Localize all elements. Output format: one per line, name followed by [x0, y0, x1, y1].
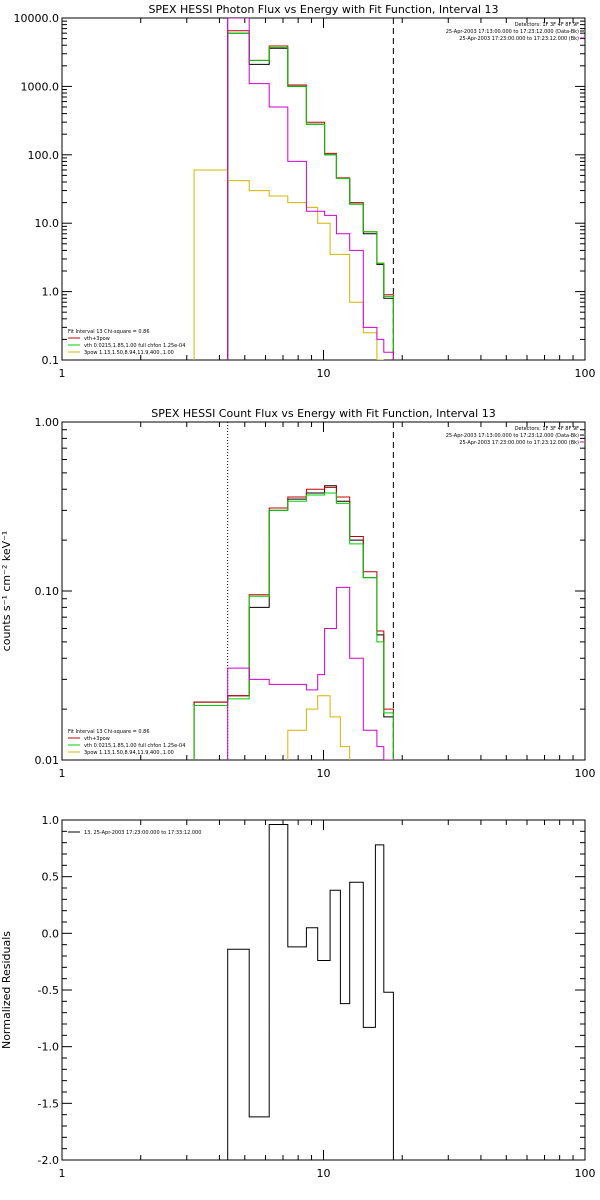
info-line: 25-Apr-2003 17:13:00.000 to 17:23:12.000…	[446, 29, 579, 35]
x-tick-label: 1	[59, 1167, 66, 1180]
y-tick-label: 0.5	[42, 871, 60, 884]
x-tick-label: 10	[317, 767, 331, 780]
y-tick-label: 1000.0	[21, 80, 60, 93]
x-tick-label: 10	[317, 367, 331, 380]
legend-entry: Fit Interval 13 Chi-square = 0.86	[68, 729, 150, 735]
y-tick-label: -0.5	[38, 984, 59, 997]
legend-entry: 3pow 1.13,1.50,8.94,11.9,400.,1.00	[84, 750, 174, 756]
series-line	[227, 586, 394, 760]
y-tick-label: 100.0	[28, 149, 60, 162]
series-line	[193, 169, 384, 360]
legend-entry: vth 0.0215,1.85,1.00 full chfon 1.25e-04	[84, 343, 185, 349]
y-tick-label: 0.0	[42, 927, 60, 940]
y-tick-label: 0.10	[35, 585, 60, 598]
x-tick-label: 10	[317, 1167, 331, 1180]
series-group	[193, 18, 394, 360]
series-line	[227, 30, 394, 360]
series-line	[227, 32, 394, 360]
y-tick-label: 0.01	[35, 754, 60, 767]
y-tick-label: 0.1	[42, 354, 60, 367]
series-line	[193, 492, 394, 760]
count-flux-panel: SPEX HESSI Count Flux vs Energy with Fit…	[0, 407, 596, 780]
axes-frame	[61, 819, 586, 1161]
chart-title: SPEX HESSI Photon Flux vs Energy with Fi…	[148, 3, 498, 16]
legend-entry: vth 0.0215,1.85,1.00 full chfon 1.25e-04	[84, 743, 185, 749]
y-tick-label: 10.0	[35, 217, 60, 230]
series-group	[193, 485, 394, 760]
chart-title: SPEX HESSI Count Flux vs Energy with Fit…	[151, 407, 495, 420]
x-tick-label: 1	[59, 367, 66, 380]
info-line: 25-Apr-2003 17:23:00.000 to 17:23:12.000…	[459, 440, 579, 446]
axes-frame	[61, 17, 586, 361]
legend-entry: 13, 25-Apr-2003 17:23:00.000 to 17:33:12…	[84, 830, 201, 836]
y-tick-label: -1.0	[38, 1041, 59, 1054]
info-line: Detectors: 1F 3F 4F 8F 9F	[515, 22, 579, 28]
y-axis-label: Normalized Residuals	[0, 931, 13, 1049]
y-tick-label: 10000.0	[14, 12, 60, 25]
x-tick-label: 100	[575, 1167, 596, 1180]
series-line	[227, 824, 394, 1160]
info-line: Detectors: 1F 3F 4F 8F 9F	[515, 426, 579, 432]
legend-entry: Fit Interval 13 Chi-square = 0.86	[68, 329, 150, 335]
residuals-panel: Normalized Residuals 1 10 100 -2.0 -1.5 -1.0 -0…	[0, 814, 596, 1180]
axes-frame	[61, 421, 586, 761]
photon-flux-panel: SPEX HESSI Photon Flux vs Energy with Fi…	[14, 3, 596, 380]
y-tick-label: 1.0	[42, 286, 60, 299]
legend-entry: 3pow 1.13,1.50,8.94,11.9,400.,1.00	[84, 350, 174, 356]
info-line: 25-Apr-2003 17:23:00.000 to 17:23:12.000…	[459, 36, 579, 42]
x-tick-label: 1	[59, 767, 66, 780]
series-line	[227, 32, 394, 360]
y-axis-label: counts s⁻¹ cm⁻² keV⁻¹	[0, 531, 13, 652]
legend-entry: vth+3pow	[84, 336, 110, 342]
y-tick-label: -1.5	[38, 1097, 59, 1110]
series-line	[227, 18, 394, 360]
y-tick-label: 1.00	[35, 416, 60, 429]
x-tick-label: 100	[575, 767, 596, 780]
info-line: 25-Apr-2003 17:13:00.000 to 17:23:12.000…	[446, 433, 579, 439]
y-tick-label: -2.0	[38, 1154, 59, 1167]
series-group	[227, 824, 394, 1160]
legend-entry: vth+3pow	[84, 736, 110, 742]
x-tick-label: 100	[575, 367, 596, 380]
series-line	[287, 695, 351, 760]
y-tick-label: 1.0	[42, 814, 60, 827]
